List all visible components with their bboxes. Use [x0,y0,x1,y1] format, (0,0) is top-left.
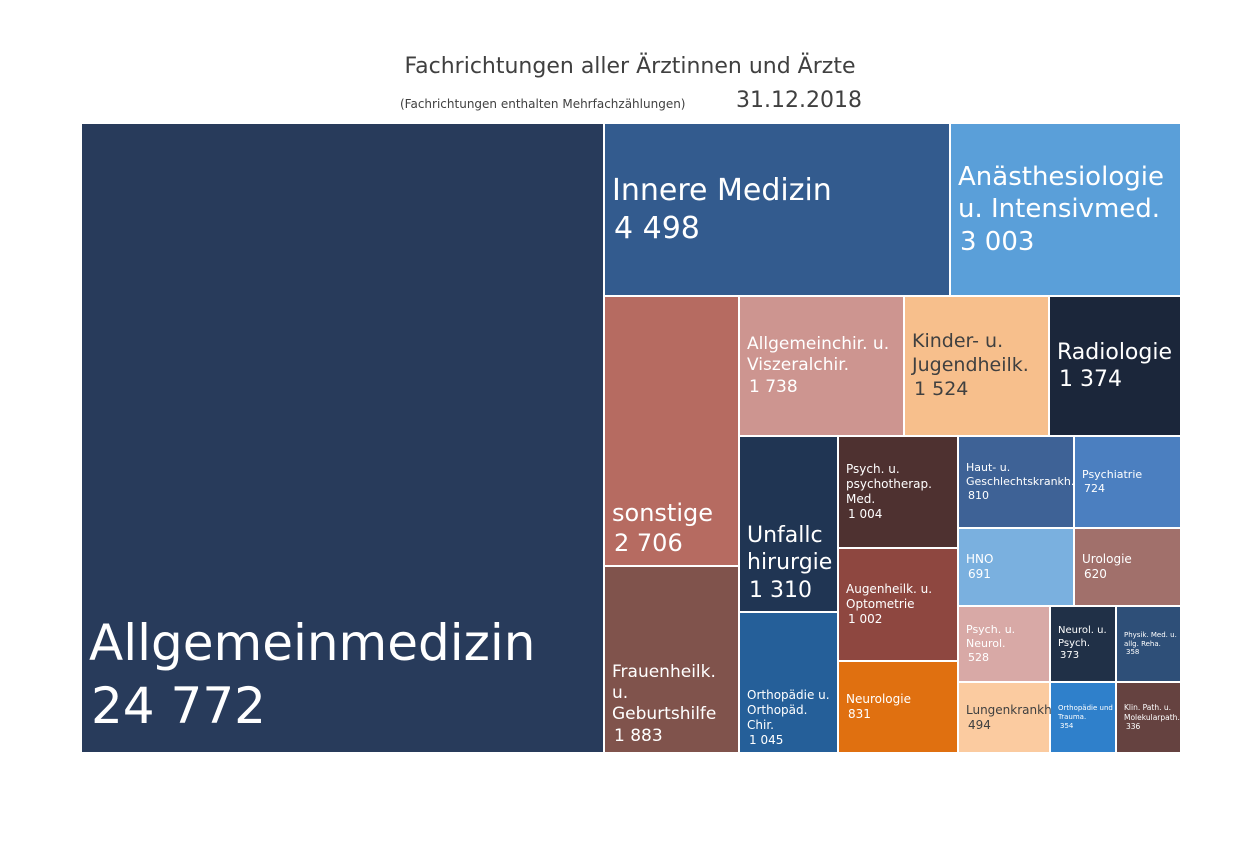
cell-label: Neurol. u. Psych. [1058,625,1107,649]
cell-label: Innere Medizin [612,173,832,208]
chart-subtitle: (Fachrichtungen enthalten Mehrfachzählun… [400,97,686,111]
cell-value: 810 [968,488,989,502]
cell-value: 620 [1084,567,1107,581]
cell-value: 358 [1126,648,1140,657]
treemap-cell: Physik. Med. u. allg. Reha. 358 [1117,607,1180,681]
cell-label: HNO [966,552,994,566]
chart-title: Fachrichtungen aller Ärztinnen und Ärzte [404,54,856,79]
cell-label: Anästhesiologie u. Intensivmed. [958,161,1164,225]
treemap-cell: sonstige 2 706 [605,297,738,565]
cell-label: Allgemeinmedizin [89,614,536,672]
treemap-cell: Urologie 620 [1075,529,1180,605]
cell-value: 2 706 [614,528,683,557]
cell-label: sonstige [612,498,713,527]
cell-label: Orthopädie und Trauma. [1058,704,1113,722]
cell-label: Physik. Med. u. allg. Reha. [1124,630,1177,648]
cell-value: 354 [1060,721,1074,730]
cell-label: Psych. u. Neurol. [966,623,1016,651]
cell-value: 1 524 [914,377,969,400]
treemap-cell: Psych. u. psychotherap. Med. 1 004 [839,437,957,547]
cell-label: Radiologie [1057,339,1173,365]
cell-label: Orthopädie u. Orthopäd. Chir. [747,688,830,733]
treemap-cell: Augenheilk. u. Optometrie 1 002 [839,549,957,660]
cell-label: Kinder- u. Jugendheilk. [912,330,1029,377]
cell-label: Haut- u. Geschlechtskrankh. [966,461,1075,489]
treemap-cell: Neurol. u. Psych. 373 [1051,607,1115,681]
treemap-cell: Psych. u. Neurol. 528 [959,607,1049,681]
cell-value: 336 [1126,722,1141,732]
treemap-cell: Orthopädie u. Orthopäd. Chir. 1 045 [740,613,837,752]
cell-value: 1 002 [848,612,883,626]
cell-value: 1 738 [749,376,798,397]
cell-label: Psych. u. psychotherap. Med. [846,462,932,506]
treemap-cell: Radiologie 1 374 [1050,297,1180,435]
cell-label: Lungenkrankh. [966,702,1056,717]
treemap-cell: Klin. Path. u. Molekularpath. 336 [1117,683,1180,752]
cell-label: Unfallc hirurgie [747,522,833,576]
treemap-cell: Allgemeinmedizin 24 772 [82,124,603,752]
treemap-cell: Innere Medizin 4 498 [605,124,949,295]
treemap-cell: Unfallc hirurgie 1 310 [740,437,837,611]
cell-value: 1 374 [1059,367,1122,392]
treemap-cell: Orthopädie und Trauma. 354 [1051,683,1115,752]
treemap-cell: Haut- u. Geschlechtskrankh. 810 [959,437,1075,527]
cell-value: 528 [968,650,989,664]
cell-label: Frauenheilk. u. Geburtshilfe [612,661,717,725]
cell-value: 373 [1060,650,1080,662]
treemap-cell: Anästhesiologie u. Intensivmed. 3 003 [951,124,1180,295]
cell-label: Psychiatrie [1082,468,1143,482]
cell-value: 1 310 [749,577,812,603]
cell-value: 24 772 [91,676,266,735]
treemap-cell: Frauenheilk. u. Geburtshilfe 1 883 [605,567,738,752]
treemap-cell: Lungenkrankh. 494 [959,683,1056,752]
cell-value: 724 [1084,482,1105,495]
cell-value: 1 004 [848,507,883,521]
cell-label: Augenheilk. u. Optometrie [846,582,933,611]
cell-value: 3 003 [960,226,1035,257]
cell-label: Urologie [1082,552,1132,566]
treemap-cell: Neurologie 831 [839,662,957,752]
treemap-cell: Kinder- u. Jugendheilk. 1 524 [905,297,1048,435]
treemap-cell: Psychiatrie 724 [1075,437,1180,527]
cell-value: 1 883 [614,725,663,746]
cell-label: Klin. Path. u. Molekularpath. [1124,703,1180,722]
cell-label: Allgemeinchir. u. Viszeralchir. [747,334,890,376]
cell-value: 691 [968,567,991,581]
cell-value: 494 [968,717,991,732]
treemap-cell: HNO 691 [959,529,1073,605]
treemap-cell: Allgemeinchir. u. Viszeralchir. 1 738 [740,297,903,435]
cell-value: 4 498 [614,210,700,246]
cell-value: 1 045 [749,733,784,748]
chart-date: 31.12.2018 [736,88,862,113]
cell-label: Neurologie [846,692,911,706]
cell-value: 831 [848,707,871,721]
